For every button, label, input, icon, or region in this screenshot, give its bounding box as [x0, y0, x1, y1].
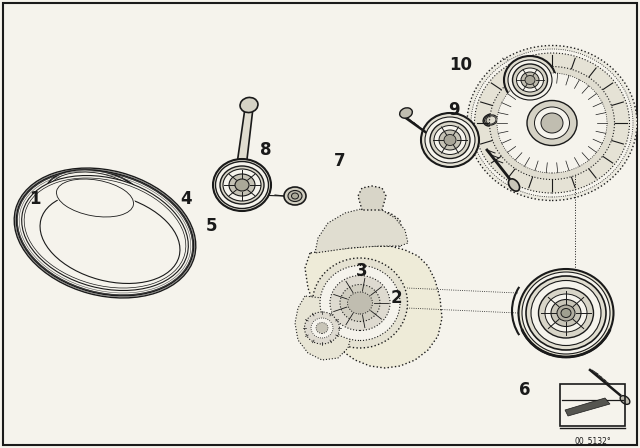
Ellipse shape [340, 284, 380, 322]
Ellipse shape [291, 193, 298, 199]
Ellipse shape [240, 98, 258, 112]
Ellipse shape [45, 169, 145, 226]
Polygon shape [358, 186, 386, 210]
Text: 10: 10 [449, 56, 472, 74]
Ellipse shape [421, 113, 479, 167]
Text: 3: 3 [356, 262, 367, 280]
Ellipse shape [551, 300, 581, 327]
Ellipse shape [531, 280, 601, 345]
Ellipse shape [288, 190, 302, 202]
Text: 1: 1 [29, 190, 41, 208]
Ellipse shape [526, 276, 606, 350]
Ellipse shape [444, 134, 456, 146]
Ellipse shape [471, 49, 633, 197]
Ellipse shape [48, 172, 142, 224]
Ellipse shape [522, 272, 610, 354]
Ellipse shape [561, 309, 571, 318]
Ellipse shape [513, 64, 547, 96]
Text: 9: 9 [449, 101, 460, 119]
Ellipse shape [284, 187, 306, 205]
Text: 00_5132°: 00_5132° [574, 436, 611, 445]
Text: 7: 7 [333, 152, 345, 170]
Polygon shape [345, 210, 402, 246]
Polygon shape [315, 208, 408, 253]
Ellipse shape [516, 68, 543, 92]
Ellipse shape [434, 125, 466, 155]
Ellipse shape [320, 266, 400, 340]
Ellipse shape [399, 108, 412, 118]
Ellipse shape [330, 276, 390, 331]
Text: 4: 4 [180, 190, 191, 208]
Ellipse shape [430, 121, 470, 159]
Ellipse shape [39, 192, 181, 284]
Bar [560, 384, 625, 426]
Ellipse shape [312, 258, 408, 348]
Ellipse shape [439, 130, 461, 150]
Ellipse shape [235, 179, 249, 191]
Ellipse shape [521, 72, 539, 88]
Ellipse shape [490, 66, 614, 180]
Ellipse shape [557, 305, 575, 321]
Ellipse shape [22, 176, 188, 290]
Ellipse shape [534, 107, 570, 139]
Ellipse shape [213, 159, 271, 211]
Ellipse shape [220, 166, 264, 204]
Ellipse shape [620, 396, 630, 405]
Ellipse shape [474, 53, 630, 193]
Ellipse shape [538, 288, 593, 338]
Ellipse shape [216, 161, 269, 208]
Ellipse shape [497, 73, 607, 173]
Ellipse shape [483, 114, 499, 126]
Ellipse shape [311, 318, 333, 338]
Ellipse shape [223, 169, 261, 201]
Text: 5: 5 [205, 217, 217, 235]
Ellipse shape [56, 178, 134, 218]
Ellipse shape [525, 76, 535, 85]
Ellipse shape [527, 100, 577, 146]
Polygon shape [305, 246, 442, 368]
Ellipse shape [508, 179, 520, 191]
Text: 6: 6 [519, 381, 531, 399]
Ellipse shape [467, 46, 637, 201]
Ellipse shape [229, 174, 255, 196]
Ellipse shape [504, 56, 556, 104]
Polygon shape [565, 398, 610, 416]
Ellipse shape [541, 113, 563, 133]
Ellipse shape [316, 323, 328, 333]
Text: 2: 2 [391, 289, 403, 307]
Ellipse shape [518, 269, 614, 357]
Ellipse shape [348, 292, 372, 314]
Polygon shape [234, 108, 253, 185]
Text: 8: 8 [260, 141, 271, 159]
Ellipse shape [45, 198, 175, 278]
Ellipse shape [508, 60, 552, 100]
Ellipse shape [17, 171, 193, 296]
Polygon shape [295, 296, 352, 360]
Ellipse shape [425, 117, 475, 163]
Ellipse shape [305, 312, 339, 344]
Ellipse shape [545, 294, 587, 332]
